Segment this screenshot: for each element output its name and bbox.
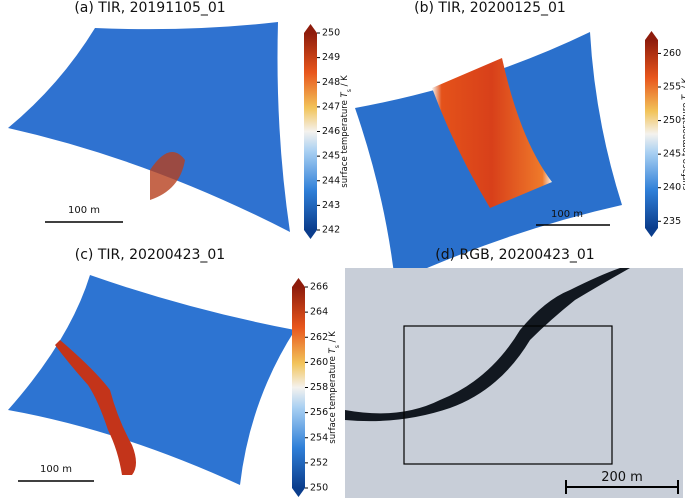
colorbar-tick-label: 266 bbox=[310, 282, 328, 293]
colorbar-tick-label: 260 bbox=[663, 48, 681, 59]
colorbar-tick-label: 250 bbox=[310, 483, 328, 494]
thermal-image bbox=[8, 275, 295, 485]
colorbar-label: surface temperature Ts / K bbox=[681, 77, 685, 190]
colorbar-tick-label: 252 bbox=[310, 457, 328, 468]
colorbar-tick-label: 244 bbox=[322, 175, 340, 186]
colorbar-tick-label: 260 bbox=[310, 357, 328, 368]
scale-bar-label: 100 m bbox=[40, 464, 72, 475]
colorbar-extend bbox=[304, 24, 317, 33]
colorbar-tick-label: 248 bbox=[322, 77, 340, 88]
colorbar-tick-label: 256 bbox=[310, 407, 328, 418]
colorbar-tick-label: 246 bbox=[322, 126, 340, 137]
warm-lead bbox=[432, 58, 552, 208]
colorbar-extend bbox=[645, 31, 658, 40]
colorbar-tick-label: 258 bbox=[310, 382, 328, 393]
colorbar-label-part: / K bbox=[340, 75, 350, 89]
colorbar-label-part: T bbox=[340, 91, 350, 97]
colorbar-label-part: surface temperature bbox=[328, 353, 338, 443]
colorbar-tick-label: 255 bbox=[663, 82, 681, 93]
colorbar bbox=[645, 40, 658, 228]
inset-box bbox=[403, 325, 613, 465]
colorbar-tick-label: 240 bbox=[663, 182, 681, 193]
warm-lead bbox=[150, 152, 185, 200]
colorbar-tick-label: 243 bbox=[322, 200, 340, 211]
photo bbox=[345, 268, 683, 498]
colorbar-tick-label: 242 bbox=[322, 225, 340, 236]
colorbar-tick-label: 250 bbox=[663, 115, 681, 126]
colorbar-tick-label: 264 bbox=[310, 307, 328, 318]
colorbar-label-part: / K bbox=[328, 331, 338, 345]
scale-bar-label: 100 m bbox=[68, 205, 100, 216]
colorbar bbox=[304, 33, 317, 230]
thermal-image bbox=[8, 22, 290, 232]
colorbar-extend bbox=[292, 488, 305, 497]
colorbar-extend bbox=[292, 278, 305, 287]
warm-lead bbox=[55, 340, 136, 475]
colorbar-extend bbox=[645, 228, 658, 237]
colorbar-label: surface temperature Ts / K bbox=[340, 75, 353, 188]
colorbar-label: surface temperature Ts / K bbox=[328, 331, 341, 444]
colorbar-label-part: s bbox=[346, 89, 353, 92]
panel-title: (d) RGB, 20200423_01 bbox=[435, 247, 594, 263]
colorbar-label-part: surface temperature bbox=[681, 100, 685, 190]
colorbar-label-part: T bbox=[328, 347, 338, 353]
panel-title: (b) TIR, 20200125_01 bbox=[414, 0, 566, 16]
colorbar-tick-label: 254 bbox=[310, 432, 328, 443]
colorbar-label-part: T bbox=[681, 94, 685, 100]
colorbar bbox=[292, 287, 305, 488]
colorbar-tick-label: 247 bbox=[322, 101, 340, 112]
colorbar-tick-label: 262 bbox=[310, 332, 328, 343]
scale-bar-label: 200 m bbox=[601, 470, 643, 485]
colorbar-tick-label: 235 bbox=[663, 216, 681, 227]
colorbar-label-part: surface temperature bbox=[340, 97, 350, 187]
colorbar-tick-label: 245 bbox=[322, 151, 340, 162]
scale-bar-label: 100 m bbox=[551, 209, 583, 220]
colorbar-tick-label: 249 bbox=[322, 52, 340, 63]
colorbar-tick-label: 245 bbox=[663, 149, 681, 160]
panel-title: (a) TIR, 20191105_01 bbox=[74, 0, 225, 16]
colorbar-extend bbox=[304, 230, 317, 239]
crack bbox=[345, 268, 630, 422]
colorbar-label-part: s bbox=[334, 345, 341, 348]
colorbar-tick-label: 250 bbox=[322, 28, 340, 39]
colorbar-label-part: / K bbox=[681, 77, 685, 91]
panel-title: (c) TIR, 20200423_01 bbox=[75, 247, 225, 263]
